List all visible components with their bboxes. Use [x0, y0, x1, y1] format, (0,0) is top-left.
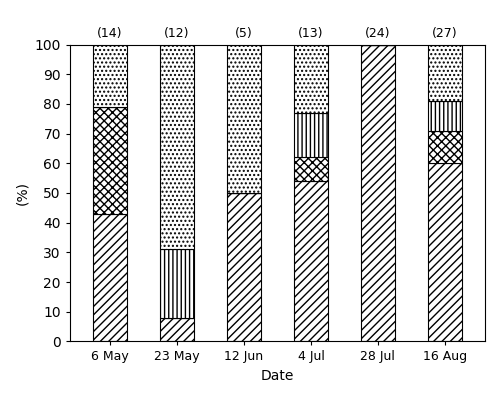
Y-axis label: (%): (%) [15, 181, 29, 205]
Bar [160, 45, 194, 250]
Bar [94, 45, 127, 107]
Text: (5): (5) [235, 27, 253, 40]
Text: (12): (12) [164, 27, 190, 40]
Bar [428, 45, 462, 101]
Bar [94, 107, 127, 214]
Bar [228, 45, 260, 193]
X-axis label: Date: Date [261, 369, 294, 383]
Bar [94, 214, 127, 341]
Bar [294, 45, 328, 113]
Text: (27): (27) [432, 27, 458, 40]
Bar [428, 163, 462, 341]
Text: (14): (14) [98, 27, 123, 40]
Bar [160, 318, 194, 341]
Bar [294, 113, 328, 157]
Bar [294, 181, 328, 341]
Bar [361, 45, 394, 341]
Bar [428, 101, 462, 131]
Text: (13): (13) [298, 27, 324, 40]
Bar [228, 193, 260, 341]
Text: (24): (24) [365, 27, 390, 40]
Bar [428, 131, 462, 163]
Bar [160, 250, 194, 318]
Bar [294, 157, 328, 181]
